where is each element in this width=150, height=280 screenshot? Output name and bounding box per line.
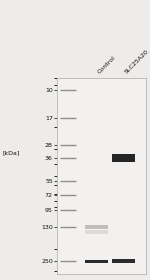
Text: SLC25A20: SLC25A20 — [123, 48, 149, 74]
Text: [kDa]: [kDa] — [2, 150, 20, 155]
Text: Control: Control — [97, 55, 117, 74]
